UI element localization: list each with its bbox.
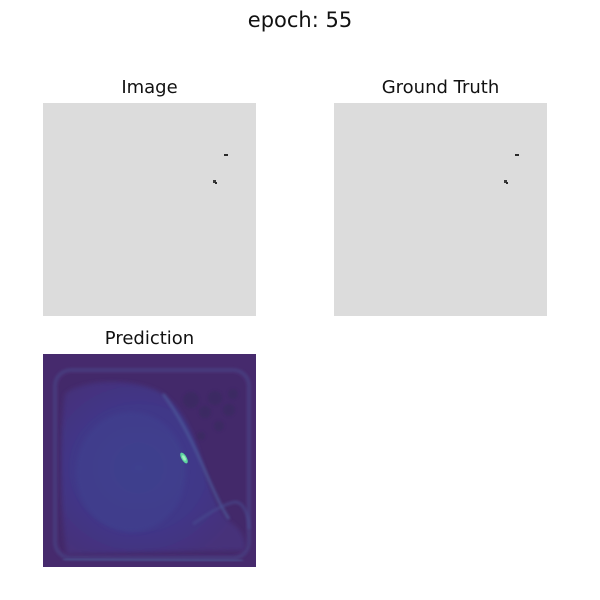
ground-truth-mark-1 — [515, 154, 519, 156]
prediction-blotches — [183, 389, 238, 440]
image-mark-3 — [215, 182, 217, 184]
image-mark-1 — [224, 154, 228, 156]
ground-truth-panel-title: Ground Truth — [381, 77, 500, 98]
ground-truth-panel-canvas — [334, 103, 547, 316]
image-mark-2 — [213, 180, 216, 183]
prediction-bottom-edge — [62, 558, 244, 562]
prediction-hotspot-core — [182, 455, 186, 461]
prediction-border-ridge — [53, 368, 251, 560]
ground-truth-background — [334, 103, 547, 316]
image-panel — [43, 103, 256, 316]
prediction-panel — [43, 354, 256, 567]
prediction-panel-title: Prediction — [104, 328, 195, 349]
prediction-core — [76, 412, 186, 532]
prediction-edge-ridge — [161, 393, 231, 520]
image-panel-canvas — [43, 103, 256, 316]
ground-truth-mark-2 — [504, 180, 507, 183]
ground-truth-panel — [334, 103, 547, 316]
prediction-heatmap — [43, 354, 256, 567]
image-panel-title: Image — [121, 77, 178, 98]
prediction-bottom-ridge — [192, 500, 251, 530]
ground-truth-mark-3 — [506, 182, 508, 184]
image-background — [43, 103, 256, 316]
figure-title: epoch: 55 — [247, 8, 353, 32]
